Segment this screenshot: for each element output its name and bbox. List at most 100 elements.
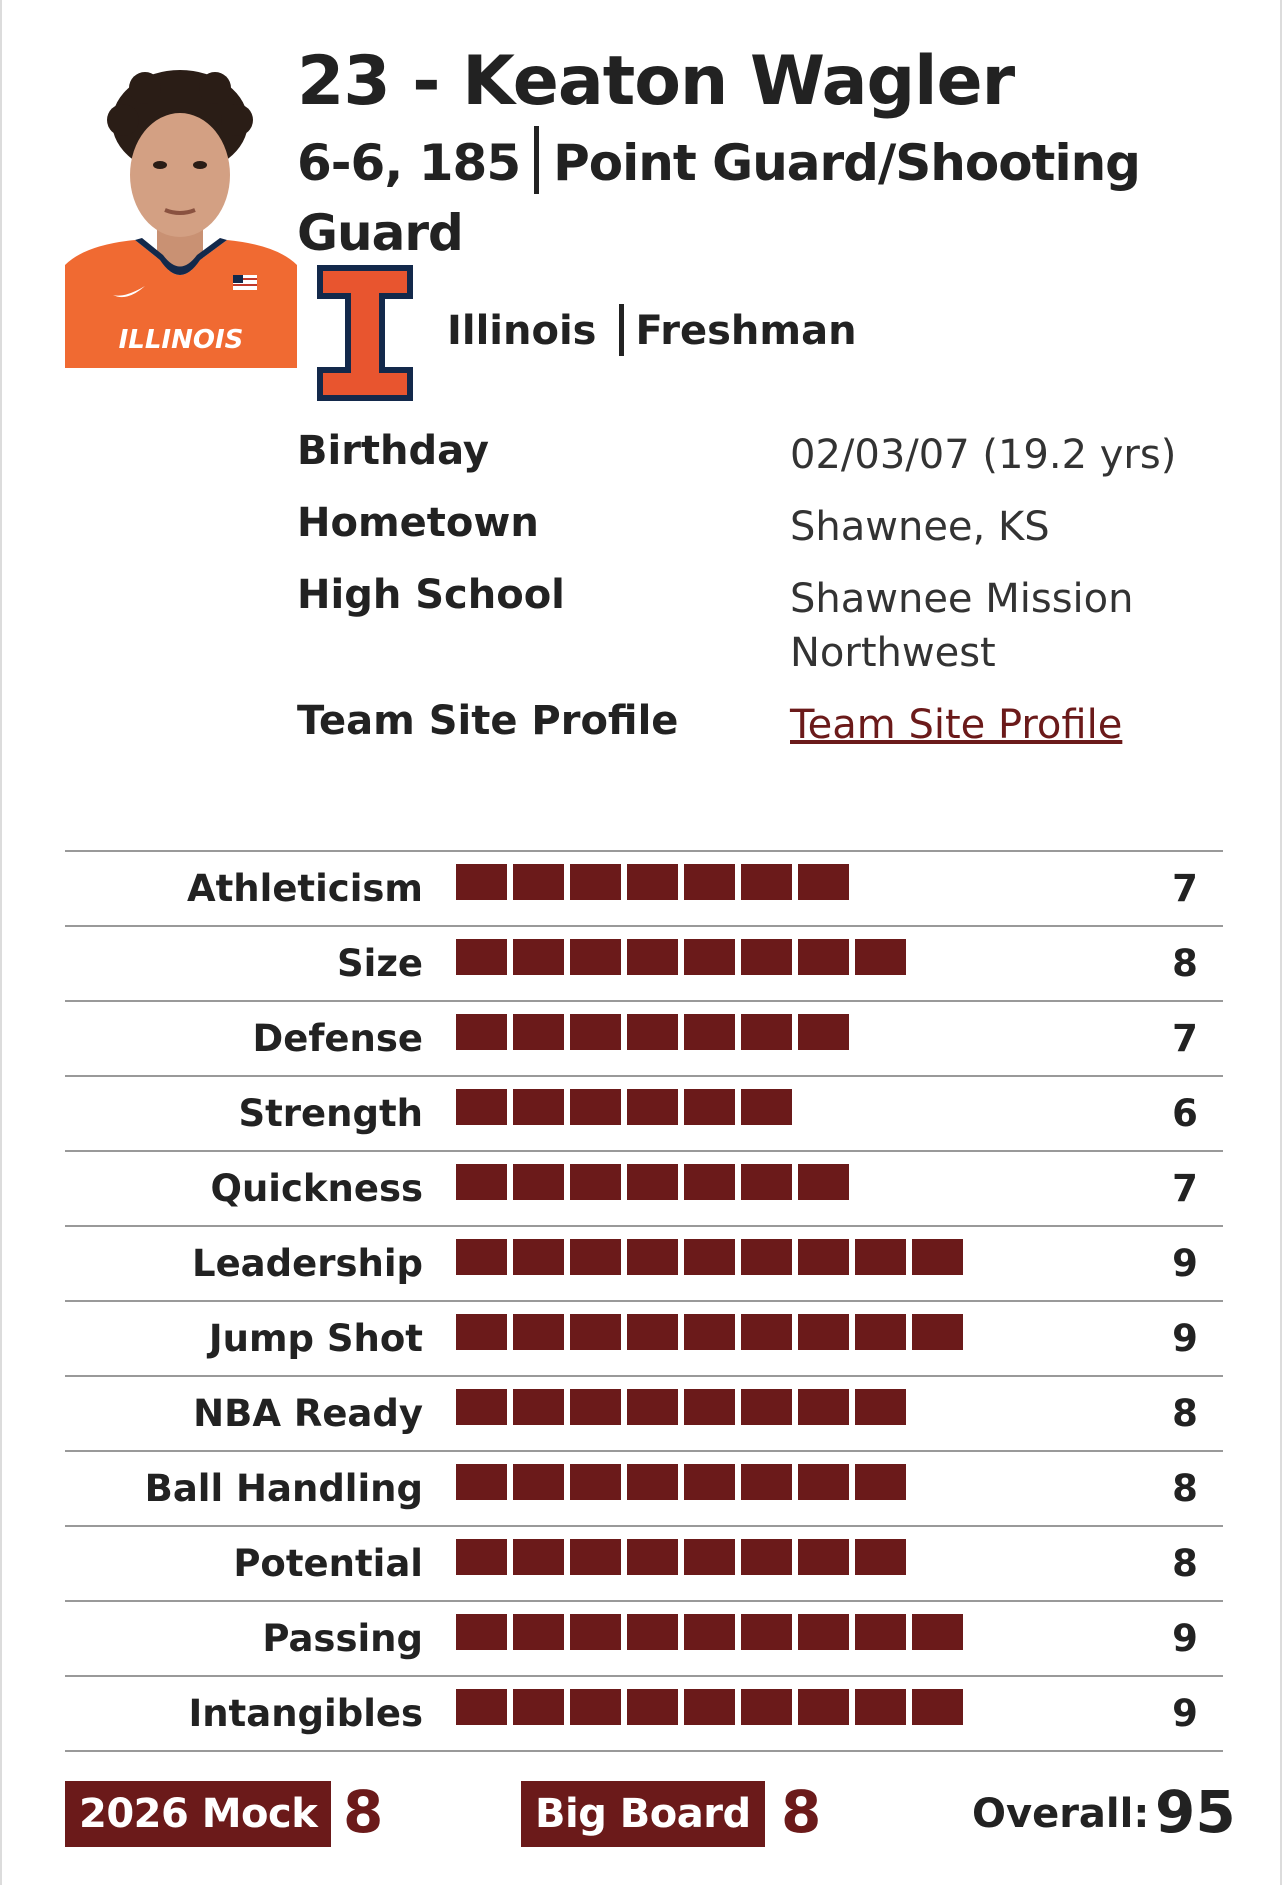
rating-bar-segment	[456, 1089, 507, 1125]
rating-bar-segment	[627, 1164, 678, 1200]
rating-bar-segment	[570, 864, 621, 900]
rating-bar-segment	[684, 1689, 735, 1725]
rating-value: 8	[1172, 942, 1198, 985]
player-position: Point Guard/Shooting Guard	[297, 134, 1141, 262]
rating-bar-segment	[456, 1164, 507, 1200]
rating-bar	[456, 1164, 849, 1200]
rating-bar-segment	[741, 1314, 792, 1350]
rating-bar-segment	[684, 1164, 735, 1200]
rating-row: Jump Shot 9	[65, 1302, 1223, 1377]
rating-bar	[456, 1689, 963, 1725]
rating-bar-segment	[741, 1539, 792, 1575]
rating-label: Intangibles	[188, 1692, 423, 1735]
rating-bar-segment	[513, 1614, 564, 1650]
rating-bar-segment	[627, 1389, 678, 1425]
rating-bar-segment	[684, 1239, 735, 1275]
rating-bar-segment	[570, 1089, 621, 1125]
rating-bar-segment	[798, 1464, 849, 1500]
rating-bar	[456, 1464, 906, 1500]
rating-label: Passing	[262, 1617, 423, 1660]
rating-bar-segment	[456, 1014, 507, 1050]
player-name: 23 - Keaton Wagler	[297, 42, 1015, 121]
rating-value: 6	[1172, 1092, 1198, 1135]
rating-bar-segment	[570, 1164, 621, 1200]
rating-value: 9	[1172, 1692, 1198, 1735]
rating-bar-segment	[741, 1464, 792, 1500]
rating-bar-segment	[855, 1539, 906, 1575]
rating-bar-segment	[513, 1464, 564, 1500]
rating-bar-segment	[855, 1614, 906, 1650]
rating-row: Size 8	[65, 927, 1223, 1002]
rating-bar-segment	[627, 1239, 678, 1275]
rating-bar-segment	[570, 1239, 621, 1275]
rating-bar-segment	[741, 1689, 792, 1725]
rating-bar-segment	[513, 939, 564, 975]
rating-bar	[456, 1614, 963, 1650]
rating-bar-segment	[456, 939, 507, 975]
info-value: Shawnee, KS	[790, 504, 1050, 550]
rating-label: Size	[337, 942, 423, 985]
rating-bar	[456, 1089, 792, 1125]
team-site-profile-link[interactable]: Team Site Profile	[790, 702, 1123, 748]
jersey-text: ILLINOIS	[119, 325, 244, 355]
rating-bar-segment	[627, 1014, 678, 1050]
rating-row: Leadership 9	[65, 1227, 1223, 1302]
class-year: Freshman	[635, 308, 857, 354]
rating-bar-segment	[684, 1614, 735, 1650]
rating-row: Ball Handling 8	[65, 1452, 1223, 1527]
player-photo: ILLINOIS	[65, 50, 297, 368]
rating-bar	[456, 1239, 963, 1275]
info-value: 02/03/07 (19.2 yrs)	[790, 432, 1177, 478]
rating-bar-segment	[798, 1239, 849, 1275]
rating-label: Ball Handling	[144, 1467, 423, 1510]
rating-value: 7	[1172, 1167, 1198, 1210]
rating-bar-segment	[456, 1389, 507, 1425]
rating-bar-segment	[741, 864, 792, 900]
rating-bar-segment	[513, 1239, 564, 1275]
rating-bar-segment	[741, 1389, 792, 1425]
rating-bar-segment	[798, 939, 849, 975]
ratings-table: Athleticism 7 Size 8 Defense 7 Strength 6 Quickn…	[65, 850, 1223, 1752]
rating-bar-segment	[798, 1689, 849, 1725]
rating-bar	[456, 1389, 906, 1425]
rating-bar-segment	[513, 1389, 564, 1425]
rating-bar	[456, 939, 906, 975]
mock-value: 8	[343, 1778, 384, 1846]
rating-bar-segment	[684, 1014, 735, 1050]
info-label: Hometown	[297, 500, 539, 546]
rating-bar-segment	[627, 864, 678, 900]
rating-bar-segment	[513, 1014, 564, 1050]
rating-bar-segment	[741, 939, 792, 975]
rating-row: Athleticism 7	[65, 852, 1223, 927]
rating-label: Strength	[238, 1092, 423, 1135]
rating-value: 8	[1172, 1542, 1198, 1585]
rating-bar	[456, 1314, 963, 1350]
rating-bar-segment	[798, 1014, 849, 1050]
rating-bar-segment	[684, 1389, 735, 1425]
rating-bar-segment	[570, 1539, 621, 1575]
rating-bar-segment	[456, 864, 507, 900]
rating-bar-segment	[912, 1239, 963, 1275]
rating-bar-segment	[855, 1314, 906, 1350]
rating-bar-segment	[684, 939, 735, 975]
separator	[618, 304, 624, 356]
rating-value: 7	[1172, 1017, 1198, 1060]
rating-bar-segment	[456, 1464, 507, 1500]
rating-value: 8	[1172, 1467, 1198, 1510]
rating-bar-segment	[684, 864, 735, 900]
info-label: Team Site Profile	[297, 698, 679, 744]
rating-bar-segment	[456, 1689, 507, 1725]
rating-bar	[456, 1539, 906, 1575]
rating-row: Intangibles 9	[65, 1677, 1223, 1752]
rating-bar-segment	[456, 1614, 507, 1650]
rating-bar-segment	[912, 1614, 963, 1650]
footer-summary: 2026 Mock 8 Big Board 8 Overall: 95	[65, 1778, 1236, 1847]
overall-label: Overall:	[972, 1791, 1150, 1837]
rating-bar-segment	[798, 1539, 849, 1575]
rating-bar-segment	[513, 1089, 564, 1125]
rating-bar-segment	[741, 1164, 792, 1200]
illinois-logo-icon	[317, 265, 413, 401]
rating-bar-segment	[570, 939, 621, 975]
rating-bar-segment	[798, 1314, 849, 1350]
